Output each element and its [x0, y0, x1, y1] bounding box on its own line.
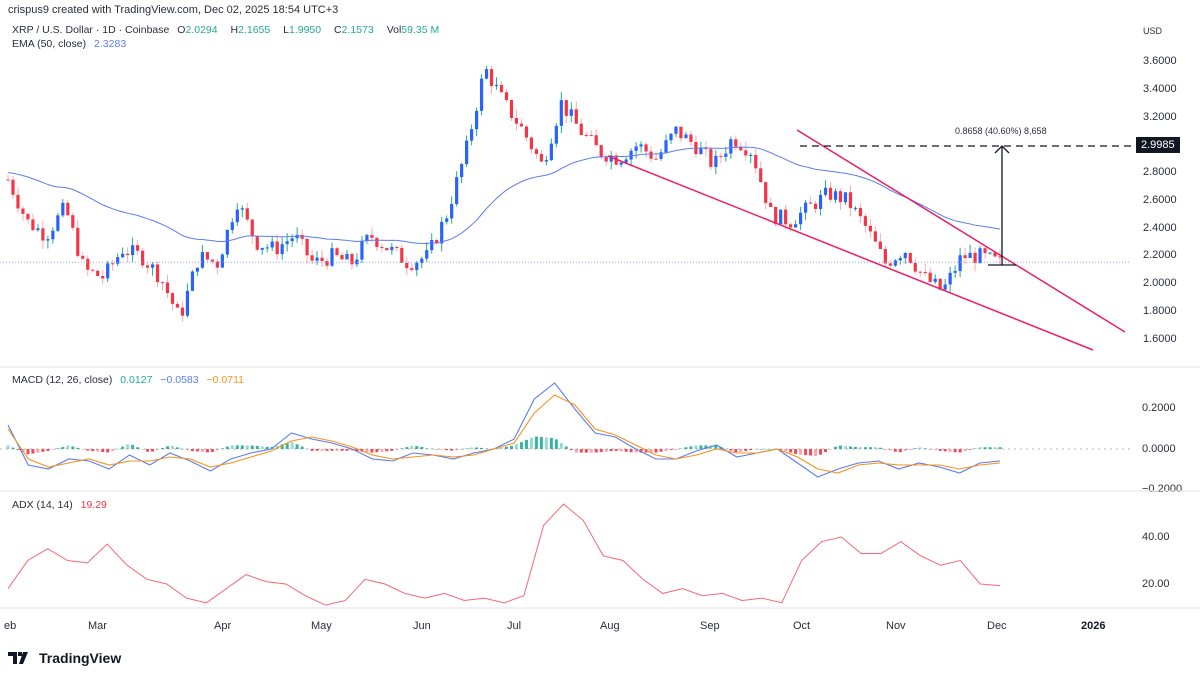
price-tick: 3.4000 [1143, 83, 1177, 95]
ema-label: EMA (50, close) [12, 38, 87, 50]
price-tick: 3.2000 [1143, 111, 1177, 123]
time-tick: eb [4, 620, 17, 632]
time-tick: Dec [987, 620, 1007, 632]
adx-tick: 40.00 [1142, 531, 1170, 543]
macd-value: −0.0583 [160, 374, 199, 386]
time-tick: Nov [886, 620, 906, 632]
tradingview-logo[interactable]: TradingView [8, 650, 121, 666]
chart-credit: crispus9 created with TradingView.com, D… [8, 4, 339, 16]
price-tick: 3.6000 [1143, 55, 1177, 67]
time-tick: 2026 [1081, 620, 1106, 632]
ohlc-low: L1.9950 [283, 24, 322, 36]
adx-legend[interactable]: ADX (14, 14) 19.29 [12, 499, 112, 511]
measure-label: 0.8658 (40.60%) 8,658 [955, 126, 1047, 136]
price-tick: 2.2000 [1143, 249, 1177, 261]
macd-signal-value: −0.0711 [206, 374, 244, 386]
adx-tick: 20.00 [1142, 578, 1170, 590]
ema-legend[interactable]: EMA (50, close) 2.3283 [12, 38, 131, 50]
time-tick: May [311, 620, 332, 632]
tradingview-logo-icon [8, 652, 28, 664]
price-pane [0, 65, 1134, 351]
time-tick: Sep [700, 620, 720, 632]
adx-label: ADX (14, 14) [12, 499, 73, 511]
macd-tick: 0.0000 [1142, 443, 1176, 455]
macd-tick: −0.2000 [1142, 483, 1183, 492]
symbol-title[interactable]: XRP / U.S. Dollar · 1D · Coinbase [12, 24, 170, 36]
ohlc-close: C2.1573 [334, 24, 374, 36]
macd-label: MACD (12, 26, close) [12, 374, 113, 386]
time-tick: Jul [507, 620, 522, 632]
macd-pane [0, 382, 1130, 478]
price-tick: 2.0000 [1143, 277, 1177, 289]
volume: Vol59.35 M [386, 24, 440, 36]
price-tick: 2.6000 [1143, 194, 1177, 206]
adx-value: 19.29 [80, 499, 107, 511]
ohlc-open: O2.0294 [177, 24, 218, 36]
macd-legend[interactable]: MACD (12, 26, close) 0.0127 −0.0583 −0.0… [12, 374, 249, 386]
time-tick: Jun [413, 620, 431, 632]
price-tick: 2.4000 [1143, 222, 1177, 234]
symbol-legend: XRP / U.S. Dollar · 1D · Coinbase O2.029… [12, 24, 449, 36]
time-tick: Apr [214, 620, 232, 632]
price-tick: 1.6000 [1143, 333, 1177, 345]
ohlc-high: H2.1655 [230, 24, 271, 36]
adx-pane [7, 503, 1001, 606]
price-tick: 1.8000 [1143, 305, 1177, 317]
macd-tick: 0.2000 [1142, 402, 1176, 414]
time-tick: Oct [793, 620, 811, 632]
time-tick: Mar [88, 620, 107, 632]
brand-name: TradingView [39, 650, 122, 666]
ema-value: 2.3283 [94, 38, 127, 50]
currency-label: USD [1143, 26, 1163, 36]
price-tick: 2.8000 [1143, 166, 1177, 178]
target-price-tag: 2.9985 [1136, 137, 1180, 153]
macd-hist-value: 0.0127 [120, 374, 153, 386]
time-tick: Aug [600, 620, 620, 632]
